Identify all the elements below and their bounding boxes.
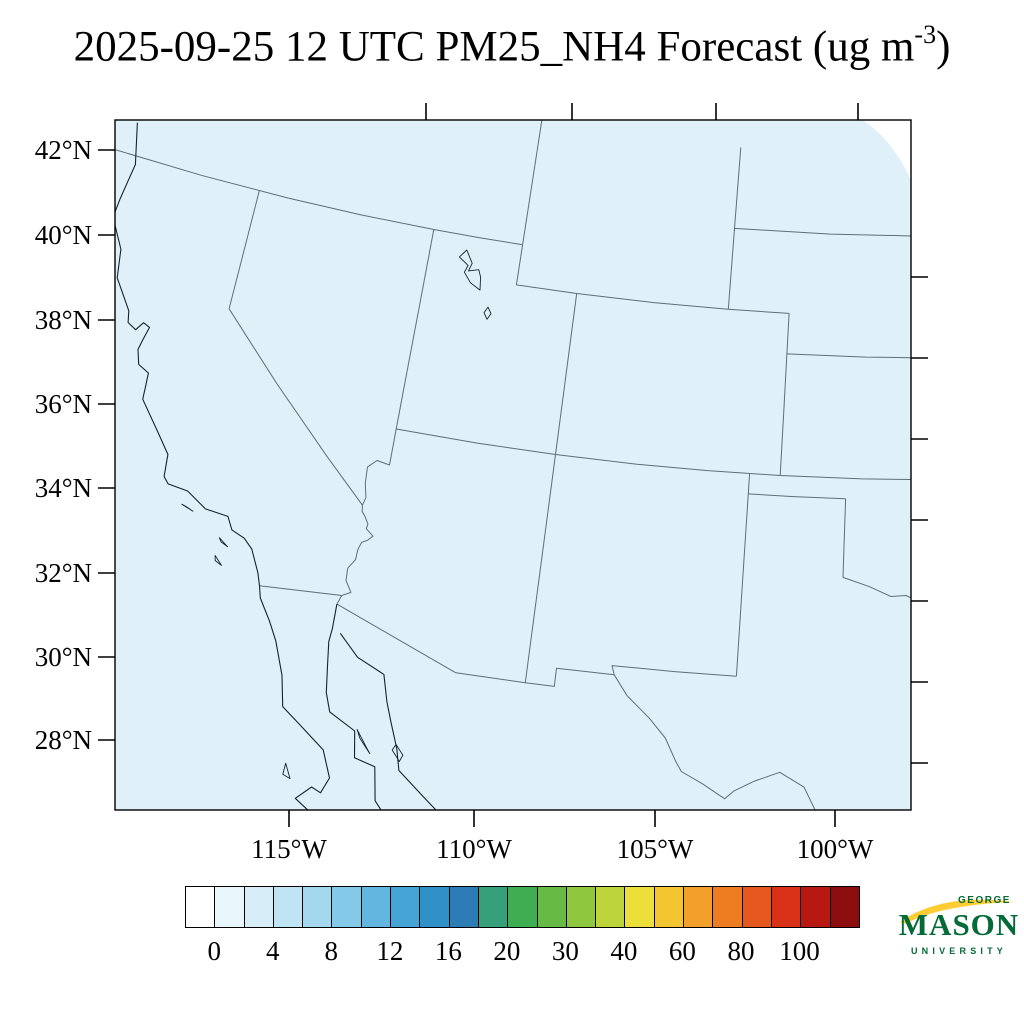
colorbar-cell — [771, 887, 802, 927]
lon-label: 110°W — [436, 834, 512, 864]
colorbar-cell — [625, 887, 655, 927]
colorbar-cell — [244, 887, 274, 927]
lat-label: 28°N — [34, 725, 92, 755]
colorbar-tick-label: 20 — [493, 936, 521, 966]
colorbar-cell — [478, 887, 509, 927]
colorbar-tick-label: 16 — [434, 936, 462, 966]
colorbar-cell — [361, 887, 392, 927]
colorbar-cell — [273, 887, 304, 927]
lat-label: 36°N — [34, 389, 92, 419]
university-logo: GEORGE MASON UNIVERSITY — [896, 894, 1022, 976]
colorbar-cell — [566, 887, 597, 927]
colorbar-cell — [332, 887, 362, 927]
colorbar-tick-label: 8 — [324, 936, 339, 966]
colorbar-cell — [684, 887, 714, 927]
colorbar-cell — [830, 887, 859, 927]
colorbar-cell — [713, 887, 743, 927]
logo-swoosh-icon — [900, 899, 1014, 924]
lon-label: 115°W — [251, 834, 327, 864]
colorbar-tick-label: 0 — [207, 936, 222, 966]
lon-label: 105°W — [616, 834, 694, 864]
logo-george-text: GEORGE — [958, 895, 1011, 906]
lat-label: 32°N — [34, 558, 92, 588]
lat-label: 38°N — [34, 305, 92, 335]
colorbar-cell — [596, 887, 626, 927]
colorbar-tick-label: 60 — [668, 936, 696, 966]
colorbar-cell — [537, 887, 567, 927]
logo-university-text: UNIVERSITY — [910, 946, 1007, 956]
lat-label: 30°N — [34, 642, 92, 672]
title-suffix: ) — [936, 23, 951, 71]
colorbar-cell — [801, 887, 831, 927]
lon-label: 100°W — [796, 834, 874, 864]
logo-mason-text: MASON — [898, 907, 1020, 942]
colorbar-cell — [420, 887, 450, 927]
colorbar-tick-label: 4 — [266, 936, 280, 966]
colorbar-cell — [742, 887, 772, 927]
lat-label: 40°N — [34, 220, 92, 250]
colorbar-tick-label: 100 — [779, 936, 820, 966]
colorbar-tick-label: 30 — [551, 936, 579, 966]
colorbar-cell — [215, 887, 245, 927]
lat-label: 42°N — [34, 135, 92, 165]
colorbar-tick-label: 40 — [610, 936, 638, 966]
colorbar-cell — [654, 887, 685, 927]
colorbar-cell — [186, 887, 216, 927]
colorbar — [185, 886, 860, 928]
colorbar-cell — [449, 887, 479, 927]
colorbar-cell — [391, 887, 421, 927]
page-title: 2025-09-25 12 UTC PM25_NH4 Forecast (ug … — [0, 20, 1024, 71]
lat-label: 34°N — [34, 473, 92, 503]
colorbar-cell — [303, 887, 333, 927]
colorbar-tick-label: 80 — [727, 936, 755, 966]
title-exponent: -3 — [914, 20, 937, 49]
title-text: 2025-09-25 12 UTC PM25_NH4 Forecast (ug … — [73, 23, 915, 71]
colorbar-tick-label: 12 — [376, 936, 404, 966]
colorbar-cell — [508, 887, 538, 927]
